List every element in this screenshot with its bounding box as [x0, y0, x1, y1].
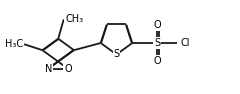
Text: Cl: Cl [181, 38, 190, 48]
Text: O: O [153, 20, 161, 30]
Text: S: S [114, 49, 120, 60]
Text: O: O [153, 56, 161, 66]
Text: CH₃: CH₃ [65, 14, 83, 24]
Text: N: N [45, 64, 52, 74]
Text: H₃C: H₃C [5, 39, 23, 49]
Text: O: O [64, 64, 72, 74]
Text: S: S [154, 38, 160, 48]
